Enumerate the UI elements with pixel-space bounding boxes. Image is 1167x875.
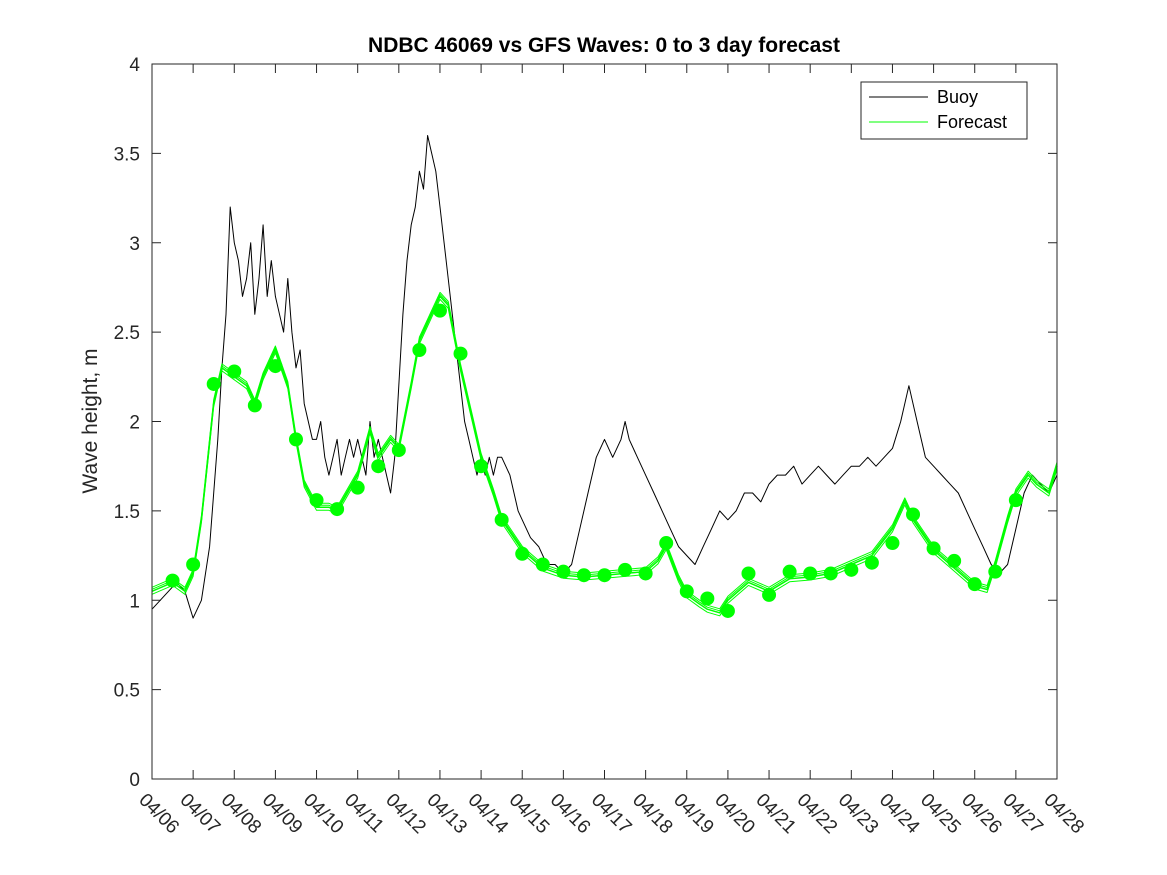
forecast-marker (988, 564, 1003, 579)
x-tick-label: 04/28 (1039, 790, 1087, 838)
plot-area (152, 64, 1057, 779)
y-tick-label: 3 (129, 234, 140, 255)
forecast-marker (453, 346, 468, 361)
forecast-marker (885, 536, 900, 551)
x-tick-label: 04/27 (998, 790, 1046, 838)
x-tick-label: 04/26 (957, 790, 1005, 838)
x-tick-label: 04/08 (217, 790, 265, 838)
forecast-marker (926, 541, 941, 556)
y-tick-label: 3.5 (114, 144, 140, 165)
x-tick-label: 04/10 (299, 790, 347, 838)
forecast-marker (412, 343, 427, 357)
y-tick-label: 2 (129, 413, 140, 434)
forecast-marker (1008, 493, 1023, 508)
x-tick-label: 04/09 (258, 790, 306, 838)
forecast-marker (309, 493, 324, 508)
marker-layer (165, 303, 1023, 618)
legend-buoy-label: Buoy (937, 87, 978, 107)
y-axis-label: Wave height, m (79, 348, 102, 493)
y-tick-label: 1.5 (114, 502, 140, 523)
forecast-marker (494, 512, 509, 527)
x-tick-label: 04/13 (422, 790, 470, 838)
forecast-marker (350, 480, 365, 495)
forecast-marker (782, 564, 797, 579)
y-tick-label: 2.5 (114, 323, 140, 344)
y-tick-label: 0.5 (114, 681, 140, 702)
forecast-marker (165, 573, 180, 588)
forecast-marker (967, 577, 982, 592)
forecast-marker (597, 568, 612, 583)
forecast-marker (679, 584, 694, 599)
x-tick-label: 04/19 (669, 790, 717, 838)
forecast-marker (268, 359, 283, 374)
x-tick-label: 04/20 (710, 790, 758, 838)
x-tick-label: 04/15 (505, 790, 553, 838)
forecast-marker (474, 459, 489, 474)
forecast-marker (186, 557, 201, 572)
x-tick-label: 04/22 (793, 790, 841, 838)
legend-box (860, 81, 1028, 140)
chart-title: NDBC 46069 vs GFS Waves: 0 to 3 day fore… (368, 34, 840, 57)
forecast-marker (556, 564, 571, 579)
forecast-marker (741, 566, 756, 581)
x-tick-label: 04/24 (875, 790, 924, 839)
forecast-marker (371, 459, 386, 474)
x-tick-label: 04/18 (628, 790, 676, 838)
forecast-marker (906, 507, 921, 522)
legend: Buoy Forecast (860, 81, 1028, 140)
forecast-marker (618, 562, 633, 577)
y-axis: 0 0.5 1 1.5 2 2.5 3 3.5 4 (114, 55, 1057, 791)
x-tick-label: 04/12 (381, 790, 429, 838)
forecast-marker (864, 555, 879, 570)
forecast-marker (247, 398, 262, 413)
y-tick-label: 1 (129, 591, 140, 612)
forecast-marker (823, 566, 838, 581)
forecast-marker (515, 546, 530, 561)
forecast-marker (535, 557, 550, 572)
x-tick-label: 04/21 (752, 790, 800, 838)
forecast-marker (803, 566, 818, 581)
forecast-marker (700, 591, 715, 606)
forecast-marker (762, 587, 777, 602)
forecast-marker (659, 536, 674, 551)
legend-forecast-label: Forecast (937, 112, 1007, 132)
forecast-marker (947, 553, 962, 568)
y-tick-label: 0 (129, 770, 140, 791)
forecast-marker (206, 376, 221, 391)
forecast-marker (227, 364, 242, 379)
forecast-marker (330, 502, 345, 517)
forecast-marker (391, 443, 406, 458)
x-tick-label: 04/06 (134, 790, 182, 838)
forecast-marker (720, 603, 735, 618)
x-tick-label: 04/25 (916, 790, 964, 838)
x-tick-label: 04/23 (834, 790, 882, 838)
x-tick-label: 04/11 (340, 790, 387, 837)
x-tick-label: 04/17 (587, 790, 635, 838)
forecast-marker (576, 568, 591, 583)
x-tick-label: 04/16 (546, 790, 594, 838)
forecast-marker (638, 566, 653, 581)
forecast-marker (288, 432, 303, 447)
forecast-marker (844, 562, 859, 577)
x-tick-label: 04/07 (176, 790, 224, 838)
forecast-marker (432, 303, 447, 318)
y-tick-label: 4 (129, 55, 140, 76)
x-tick-label: 04/14 (464, 790, 513, 839)
